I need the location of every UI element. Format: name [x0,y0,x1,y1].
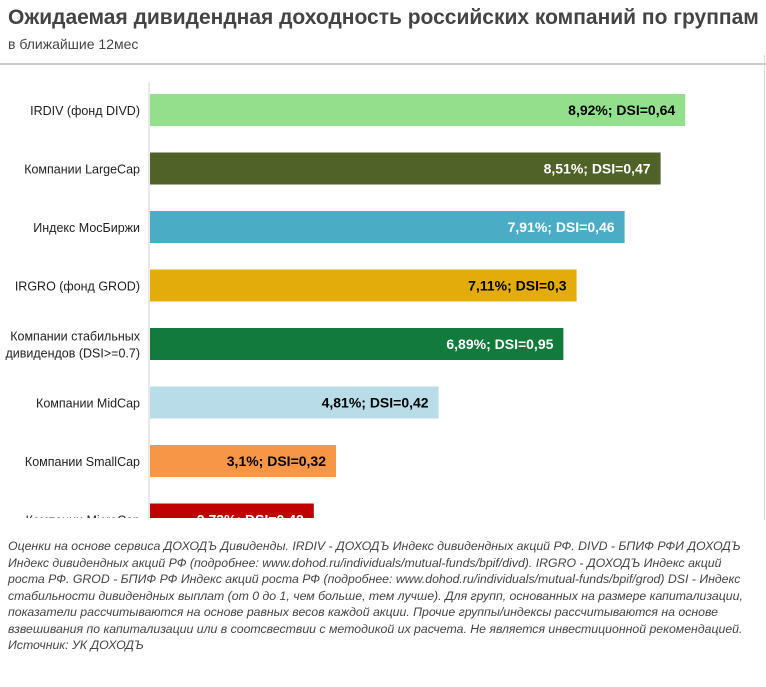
right-border [764,55,765,520]
bar-chart: 8,92%; DSI=0,64 IRDIV (фонд DIVD) 8,51%; D… [5,82,686,519]
category-label-2: Индекс МосБиржи [33,221,140,235]
bar-6 [150,445,336,477]
category-label-3: IRGRO (фонд GROD) [15,280,140,294]
bar-1 [150,152,661,185]
category-label-0: IRDIV (фонд DIVD) [30,104,140,118]
chart-title: Ожидаемая дивидендная доходность российс… [8,6,759,29]
footnote: Оценки на основе сервиса ДОХОДЪ Дивиденд… [8,539,743,652]
bar-4 [150,328,564,360]
bar-2 [150,211,625,243]
bar-3 [150,269,577,302]
data-label-3: 7,11%; DSI=0,3 [468,278,567,294]
category-label-5: Компании MidCap [36,397,140,411]
data-label-0: 8,92%; DSI=0,64 [568,102,675,118]
chart-subtitle: в ближайшие 12мес [8,36,139,52]
data-label-7: 2,73%; DSI=0,42 [197,512,304,519]
category-label-4: Компании стабильных дивидендов (DSI>=0.7) [5,330,140,361]
bar-5 [150,386,439,419]
data-label-4: 6,89%; DSI=0,95 [446,336,553,352]
data-label-1: 8,51%; DSI=0,47 [544,161,651,177]
data-label-2: 7,91%; DSI=0,46 [508,219,615,235]
category-label-7: Компании MicroCap [26,514,140,519]
header-divider [0,63,766,65]
data-label-5: 4,81%; DSI=0,42 [322,395,429,411]
category-label-1: Компании LargeCap [24,163,140,177]
category-label-6: Компании SmallCap [25,455,140,469]
bar-0 [150,94,686,126]
bar-7 [150,503,314,518]
data-label-6: 3,1%; DSI=0,32 [227,453,326,469]
